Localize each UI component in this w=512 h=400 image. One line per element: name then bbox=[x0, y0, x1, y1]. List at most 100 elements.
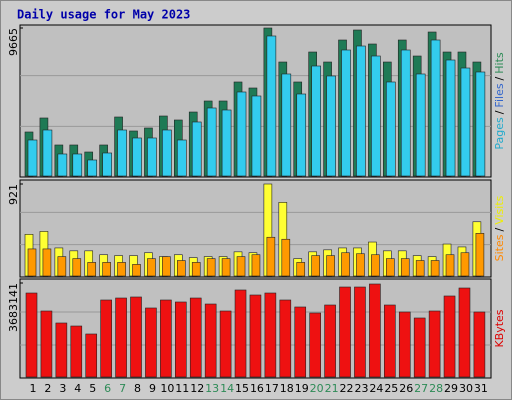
bar bbox=[384, 304, 396, 378]
x-tick-label: 5 bbox=[89, 382, 96, 395]
x-tick-label: 23 bbox=[354, 382, 368, 395]
x-tick-label: 3 bbox=[59, 382, 66, 395]
bar bbox=[160, 299, 172, 378]
bar bbox=[147, 137, 157, 177]
bar bbox=[428, 310, 441, 378]
bar bbox=[117, 262, 126, 277]
bar bbox=[341, 252, 350, 277]
bar bbox=[236, 256, 246, 277]
x-tick-label: 28 bbox=[429, 382, 443, 395]
bar bbox=[102, 152, 112, 177]
x-tick-label: 13 bbox=[205, 382, 219, 395]
bar bbox=[117, 129, 127, 177]
bar bbox=[475, 71, 486, 177]
bar bbox=[27, 139, 38, 177]
x-tick-label: 4 bbox=[74, 382, 81, 395]
bar bbox=[234, 289, 247, 378]
bar bbox=[356, 45, 366, 177]
legend-separator: / bbox=[493, 228, 506, 232]
x-tick-label: 16 bbox=[250, 382, 264, 395]
bar bbox=[177, 260, 186, 277]
bar bbox=[354, 286, 366, 378]
x-tick-label: 19 bbox=[295, 382, 309, 395]
x-tick-label: 11 bbox=[175, 382, 189, 395]
bar bbox=[413, 317, 426, 378]
bar bbox=[87, 159, 98, 177]
bar bbox=[55, 322, 68, 378]
legend: Pages / Files / Hits bbox=[493, 52, 506, 150]
bar bbox=[130, 296, 142, 378]
legend-entry: Visits bbox=[493, 195, 506, 224]
x-tick-label: 21 bbox=[325, 382, 339, 395]
x-tick-label: 17 bbox=[265, 382, 279, 395]
bar bbox=[296, 262, 306, 277]
bar bbox=[266, 236, 276, 277]
x-tick-label: 30 bbox=[459, 382, 473, 395]
legend-entry: KBytes bbox=[493, 309, 506, 347]
bar bbox=[415, 260, 425, 277]
legend-entry: Files bbox=[493, 83, 506, 107]
bar bbox=[386, 258, 395, 277]
bar bbox=[369, 283, 381, 378]
bar bbox=[100, 299, 112, 378]
x-tick-label: 29 bbox=[444, 382, 458, 395]
bar bbox=[356, 253, 365, 277]
bar bbox=[371, 55, 381, 177]
x-tick-label: 24 bbox=[369, 382, 383, 395]
bar bbox=[341, 49, 351, 177]
chart-title: Daily usage for May 2023 bbox=[17, 8, 190, 22]
bar bbox=[311, 65, 321, 177]
bar bbox=[221, 109, 232, 177]
bar bbox=[460, 67, 471, 177]
bar bbox=[206, 258, 216, 277]
bar bbox=[339, 286, 351, 378]
x-tick-label: 2 bbox=[44, 382, 51, 395]
bar bbox=[445, 254, 455, 277]
bar bbox=[177, 139, 187, 177]
legend-entry: Pages bbox=[493, 117, 506, 150]
y-tick-label: 9665 bbox=[7, 28, 20, 56]
bar bbox=[40, 310, 53, 378]
bar bbox=[443, 295, 456, 378]
bar bbox=[296, 93, 307, 177]
bar bbox=[189, 297, 202, 378]
bar bbox=[175, 301, 187, 378]
bar bbox=[458, 287, 471, 378]
x-tick-label: 14 bbox=[220, 382, 234, 395]
bar bbox=[27, 248, 37, 277]
bar bbox=[249, 294, 262, 378]
bar bbox=[57, 256, 67, 277]
x-tick-label: 26 bbox=[399, 382, 413, 395]
x-tick-label: 18 bbox=[280, 382, 294, 395]
x-tick-label: 22 bbox=[340, 382, 354, 395]
bar bbox=[445, 59, 456, 177]
bar bbox=[162, 129, 172, 177]
legend: Sites / Visits bbox=[493, 195, 506, 261]
bar bbox=[132, 137, 142, 177]
x-tick-label: 1 bbox=[30, 382, 37, 395]
bar bbox=[475, 233, 485, 277]
bar bbox=[72, 153, 83, 177]
bar bbox=[25, 292, 38, 378]
bar bbox=[72, 258, 82, 277]
bar bbox=[145, 307, 157, 378]
bar bbox=[115, 297, 127, 378]
x-tick-label: 31 bbox=[474, 382, 488, 395]
bar bbox=[204, 303, 217, 378]
bar bbox=[236, 91, 247, 177]
bar bbox=[221, 258, 231, 277]
bar bbox=[251, 95, 262, 177]
y-tick-label: 921 bbox=[7, 184, 20, 205]
bar bbox=[42, 248, 52, 277]
bar bbox=[309, 312, 321, 378]
bar bbox=[400, 49, 411, 177]
x-tick-label: 15 bbox=[235, 382, 249, 395]
x-tick-label: 6 bbox=[104, 382, 111, 395]
legend: KBytes bbox=[493, 309, 506, 347]
bar bbox=[251, 254, 261, 277]
bar bbox=[266, 35, 277, 177]
x-tick-label: 7 bbox=[119, 382, 126, 395]
bar bbox=[460, 252, 470, 277]
bar bbox=[400, 258, 410, 277]
